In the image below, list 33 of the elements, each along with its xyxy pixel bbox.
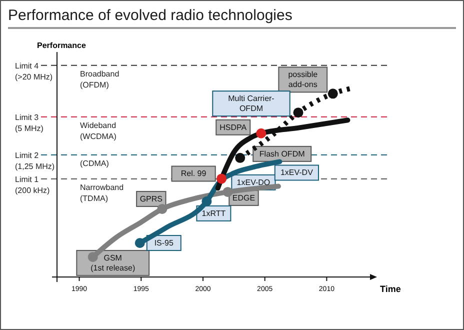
annotation: Rel. 99	[180, 169, 207, 178]
annotation: Multi Carrier- OFDM	[228, 94, 275, 114]
annotation: IS-95	[154, 238, 174, 248]
ref-line-label: Limit 3 (5 MHz)	[15, 112, 44, 133]
annotation: GPRS	[140, 194, 162, 204]
annotation: 1xRTT	[202, 208, 226, 218]
annotation: Broadband (OFDM)	[80, 69, 120, 90]
annotation: 1xEV-DV	[280, 168, 314, 178]
annotation: Narrowband (TDMA)	[80, 182, 124, 203]
point	[88, 252, 98, 262]
annotation: GSM (1st release)	[90, 253, 136, 272]
annotation: EDGE	[232, 193, 256, 202]
chart-title: Performance of evolved radio technologies	[8, 7, 292, 24]
x-axis-title: Time	[380, 284, 401, 294]
annotation: Flash OFDM	[259, 149, 306, 158]
annotation: 1xEV-DO	[236, 178, 270, 187]
annotation: HSDPA	[220, 122, 248, 132]
ref-line-label: Limit 4 (>20 MHz)	[15, 61, 53, 82]
point	[202, 196, 212, 206]
ref-line-label: Limit 2 (1,25 MHz)	[15, 150, 55, 171]
point	[157, 204, 168, 214]
ref-line-label: Limit 1 (200 kHz)	[15, 174, 50, 195]
point	[222, 186, 233, 197]
point	[293, 108, 304, 118]
y-axis-title: Performance	[37, 41, 86, 50]
annotation: Wideband (WCDMA)	[80, 120, 117, 141]
annotation: (CDMA)	[80, 158, 110, 168]
annotation: possible add-ons	[288, 70, 318, 90]
point	[235, 152, 246, 163]
point	[216, 174, 227, 184]
point	[134, 238, 145, 248]
point	[256, 128, 266, 138]
point	[328, 88, 338, 99]
